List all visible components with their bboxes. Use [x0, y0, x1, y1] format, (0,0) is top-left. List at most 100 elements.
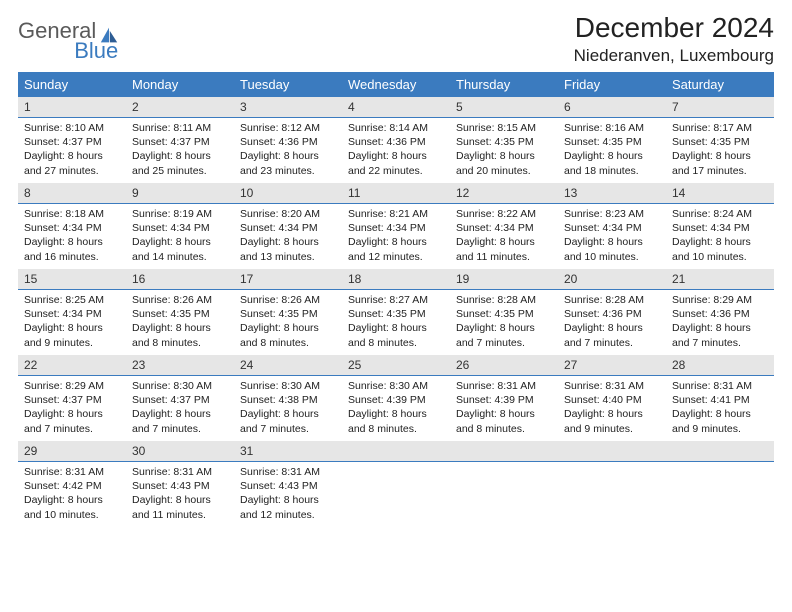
calendar-cell: 31Sunrise: 8:31 AMSunset: 4:43 PMDayligh… [234, 441, 342, 527]
day-info: Sunrise: 8:31 AMSunset: 4:39 PMDaylight:… [450, 376, 558, 440]
day-number: 6 [558, 97, 666, 118]
daylight-text-2: and 8 minutes. [132, 336, 228, 350]
daylight-text-1: Daylight: 8 hours [240, 321, 336, 335]
day-number: 23 [126, 355, 234, 376]
calendar-cell: 28Sunrise: 8:31 AMSunset: 4:41 PMDayligh… [666, 355, 774, 441]
empty-day-header [450, 441, 558, 462]
calendar-cell: 25Sunrise: 8:30 AMSunset: 4:39 PMDayligh… [342, 355, 450, 441]
calendar-cell [450, 441, 558, 527]
day-info: Sunrise: 8:29 AMSunset: 4:36 PMDaylight:… [666, 290, 774, 354]
sunset-text: Sunset: 4:39 PM [456, 393, 552, 407]
calendar-table: Sunday Monday Tuesday Wednesday Thursday… [18, 72, 774, 527]
sunrise-text: Sunrise: 8:26 AM [132, 293, 228, 307]
calendar-cell [666, 441, 774, 527]
sunrise-text: Sunrise: 8:12 AM [240, 121, 336, 135]
day-info: Sunrise: 8:31 AMSunset: 4:42 PMDaylight:… [18, 462, 126, 526]
calendar-row: 8Sunrise: 8:18 AMSunset: 4:34 PMDaylight… [18, 183, 774, 269]
sunrise-text: Sunrise: 8:31 AM [240, 465, 336, 479]
sunrise-text: Sunrise: 8:27 AM [348, 293, 444, 307]
sunset-text: Sunset: 4:34 PM [672, 221, 768, 235]
day-number: 8 [18, 183, 126, 204]
daylight-text-2: and 20 minutes. [456, 164, 552, 178]
sunrise-text: Sunrise: 8:23 AM [564, 207, 660, 221]
daylight-text-1: Daylight: 8 hours [456, 407, 552, 421]
daylight-text-1: Daylight: 8 hours [132, 407, 228, 421]
daylight-text-1: Daylight: 8 hours [240, 493, 336, 507]
daylight-text-2: and 23 minutes. [240, 164, 336, 178]
day-number: 3 [234, 97, 342, 118]
sunset-text: Sunset: 4:38 PM [240, 393, 336, 407]
daylight-text-1: Daylight: 8 hours [24, 149, 120, 163]
sunrise-text: Sunrise: 8:11 AM [132, 121, 228, 135]
day-number: 17 [234, 269, 342, 290]
calendar-cell: 24Sunrise: 8:30 AMSunset: 4:38 PMDayligh… [234, 355, 342, 441]
sunrise-text: Sunrise: 8:19 AM [132, 207, 228, 221]
daylight-text-1: Daylight: 8 hours [24, 235, 120, 249]
sunrise-text: Sunrise: 8:17 AM [672, 121, 768, 135]
daylight-text-2: and 10 minutes. [24, 508, 120, 522]
day-info: Sunrise: 8:22 AMSunset: 4:34 PMDaylight:… [450, 204, 558, 268]
location-label: Niederanven, Luxembourg [574, 46, 774, 66]
calendar-body: 1Sunrise: 8:10 AMSunset: 4:37 PMDaylight… [18, 97, 774, 527]
day-info: Sunrise: 8:25 AMSunset: 4:34 PMDaylight:… [18, 290, 126, 354]
daylight-text-2: and 17 minutes. [672, 164, 768, 178]
daylight-text-1: Daylight: 8 hours [456, 235, 552, 249]
daylight-text-1: Daylight: 8 hours [132, 149, 228, 163]
calendar-cell: 12Sunrise: 8:22 AMSunset: 4:34 PMDayligh… [450, 183, 558, 269]
daylight-text-2: and 8 minutes. [348, 336, 444, 350]
sunrise-text: Sunrise: 8:28 AM [456, 293, 552, 307]
daylight-text-1: Daylight: 8 hours [240, 235, 336, 249]
day-number: 19 [450, 269, 558, 290]
calendar-cell: 7Sunrise: 8:17 AMSunset: 4:35 PMDaylight… [666, 97, 774, 183]
sunset-text: Sunset: 4:36 PM [240, 135, 336, 149]
daylight-text-1: Daylight: 8 hours [132, 493, 228, 507]
daylight-text-2: and 9 minutes. [564, 422, 660, 436]
day-number: 7 [666, 97, 774, 118]
weekday-header-row: Sunday Monday Tuesday Wednesday Thursday… [18, 72, 774, 97]
daylight-text-2: and 7 minutes. [564, 336, 660, 350]
weekday-header: Wednesday [342, 72, 450, 97]
daylight-text-2: and 13 minutes. [240, 250, 336, 264]
daylight-text-2: and 12 minutes. [348, 250, 444, 264]
sunset-text: Sunset: 4:37 PM [24, 135, 120, 149]
calendar-cell: 5Sunrise: 8:15 AMSunset: 4:35 PMDaylight… [450, 97, 558, 183]
sunrise-text: Sunrise: 8:18 AM [24, 207, 120, 221]
day-info: Sunrise: 8:29 AMSunset: 4:37 PMDaylight:… [18, 376, 126, 440]
day-number: 30 [126, 441, 234, 462]
daylight-text-2: and 11 minutes. [456, 250, 552, 264]
sunset-text: Sunset: 4:35 PM [132, 307, 228, 321]
sunset-text: Sunset: 4:34 PM [132, 221, 228, 235]
day-number: 18 [342, 269, 450, 290]
calendar-cell: 26Sunrise: 8:31 AMSunset: 4:39 PMDayligh… [450, 355, 558, 441]
daylight-text-1: Daylight: 8 hours [240, 149, 336, 163]
sunrise-text: Sunrise: 8:26 AM [240, 293, 336, 307]
daylight-text-2: and 9 minutes. [672, 422, 768, 436]
day-info: Sunrise: 8:17 AMSunset: 4:35 PMDaylight:… [666, 118, 774, 182]
calendar-cell: 14Sunrise: 8:24 AMSunset: 4:34 PMDayligh… [666, 183, 774, 269]
day-info: Sunrise: 8:12 AMSunset: 4:36 PMDaylight:… [234, 118, 342, 182]
calendar-cell: 30Sunrise: 8:31 AMSunset: 4:43 PMDayligh… [126, 441, 234, 527]
sunset-text: Sunset: 4:35 PM [672, 135, 768, 149]
sunrise-text: Sunrise: 8:31 AM [456, 379, 552, 393]
day-info: Sunrise: 8:23 AMSunset: 4:34 PMDaylight:… [558, 204, 666, 268]
daylight-text-2: and 14 minutes. [132, 250, 228, 264]
daylight-text-1: Daylight: 8 hours [132, 235, 228, 249]
empty-day-header [666, 441, 774, 462]
daylight-text-2: and 11 minutes. [132, 508, 228, 522]
daylight-text-1: Daylight: 8 hours [564, 407, 660, 421]
calendar-cell: 8Sunrise: 8:18 AMSunset: 4:34 PMDaylight… [18, 183, 126, 269]
calendar-cell: 10Sunrise: 8:20 AMSunset: 4:34 PMDayligh… [234, 183, 342, 269]
daylight-text-1: Daylight: 8 hours [348, 149, 444, 163]
day-number: 13 [558, 183, 666, 204]
day-info: Sunrise: 8:30 AMSunset: 4:37 PMDaylight:… [126, 376, 234, 440]
calendar-cell: 29Sunrise: 8:31 AMSunset: 4:42 PMDayligh… [18, 441, 126, 527]
day-number: 21 [666, 269, 774, 290]
day-number: 5 [450, 97, 558, 118]
calendar-cell: 11Sunrise: 8:21 AMSunset: 4:34 PMDayligh… [342, 183, 450, 269]
daylight-text-1: Daylight: 8 hours [672, 149, 768, 163]
weekday-header: Sunday [18, 72, 126, 97]
daylight-text-2: and 7 minutes. [132, 422, 228, 436]
day-number: 20 [558, 269, 666, 290]
daylight-text-1: Daylight: 8 hours [564, 149, 660, 163]
empty-day-header [558, 441, 666, 462]
